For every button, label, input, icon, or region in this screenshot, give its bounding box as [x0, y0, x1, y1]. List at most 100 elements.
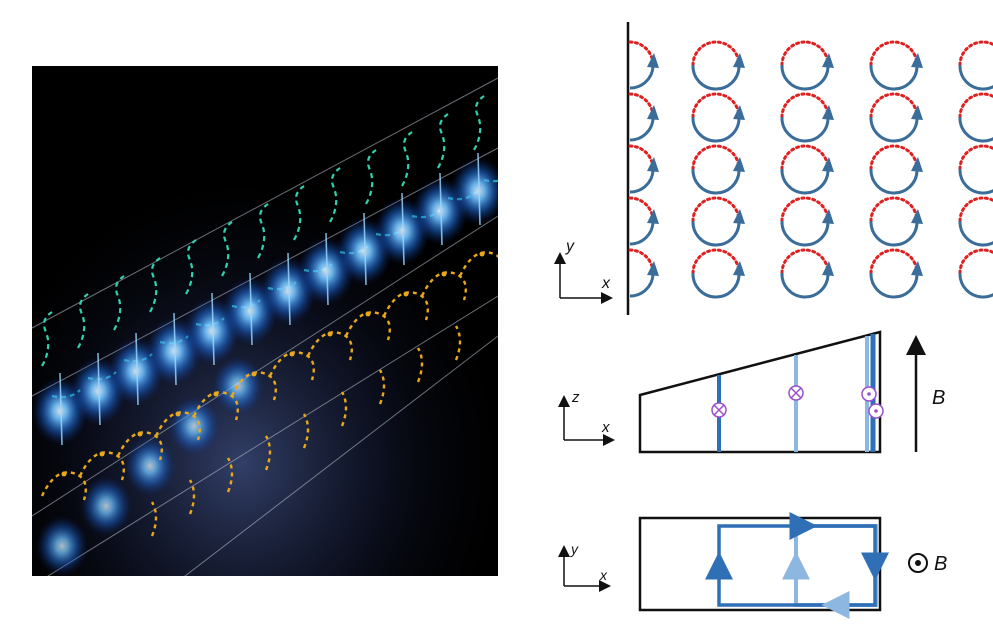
orbit-loop — [869, 92, 923, 143]
spin-core-axis — [59, 372, 63, 446]
teal-spin-arrow — [365, 149, 377, 205]
orbit-loop — [691, 144, 745, 195]
panel-b-field-label: B — [932, 387, 945, 409]
gold-spin-dot — [99, 451, 105, 457]
gold-spin-arrow — [458, 251, 498, 277]
teal-spin-arrow — [437, 113, 449, 169]
spin-core-glow — [36, 516, 88, 576]
spin-core-axis — [363, 212, 367, 286]
orbit-loop — [780, 144, 834, 195]
teal-spin-arrow — [149, 257, 161, 313]
orbit-loop — [958, 92, 993, 143]
gold-spin-arrow — [154, 411, 201, 441]
gold-spin-dot — [61, 471, 67, 477]
teal-spin-arrow — [221, 221, 233, 277]
panel-a-y-label: y — [565, 238, 575, 255]
gold-spin-dot — [175, 411, 181, 417]
edge-half-loop — [628, 196, 659, 246]
orbit-loop-grid — [628, 40, 993, 299]
gold-spin-arrow — [226, 457, 234, 493]
gold-spin-arrow — [150, 501, 158, 537]
edge-half-loop — [628, 144, 659, 194]
panel-b-x-label: x — [601, 419, 610, 436]
teal-spin-arrow — [113, 275, 125, 331]
panel-a-x-label: x — [601, 275, 611, 292]
gold-spin-arrow — [188, 479, 196, 515]
spin-core-glow — [80, 476, 132, 536]
panel-c-y-label: y — [570, 541, 579, 557]
rail-line — [47, 295, 498, 576]
teal-spin-arrow — [77, 293, 89, 349]
spin-core-axis — [439, 172, 443, 246]
spin-core-axis — [135, 332, 139, 406]
gold-spin-arrow — [420, 271, 467, 301]
orbit-loop — [958, 40, 993, 91]
current-loop-dark — [717, 524, 877, 607]
gold-spin-arrow — [382, 291, 429, 321]
orbit-loop — [869, 196, 923, 247]
current-out-of-page-marker-1 — [861, 386, 877, 402]
orbit-loop — [691, 40, 745, 91]
edge-half-loop — [628, 40, 659, 90]
spin-core-axis — [287, 252, 291, 326]
gold-spin-arrow — [454, 325, 462, 361]
orbit-loop — [869, 248, 923, 299]
gold-spin-dot — [137, 431, 143, 437]
gold-spin-arrow — [192, 391, 239, 421]
orbit-loop — [958, 248, 993, 299]
panel-c-x-label: x — [599, 567, 608, 583]
field-out-of-page-symbol — [908, 553, 928, 573]
spin-core-axis — [249, 272, 253, 346]
panel-c-axes: y x — [558, 541, 611, 592]
gold-spin-arrow — [264, 435, 272, 471]
orbit-loop — [780, 40, 834, 91]
orbit-loop — [780, 92, 834, 143]
gold-spin-dot — [365, 311, 371, 317]
gold-spin-arrow — [344, 311, 391, 341]
orbit-loop — [869, 40, 923, 91]
wedge-outline — [638, 330, 882, 454]
current-into-page-marker-1 — [711, 402, 727, 418]
gold-spin-dot — [327, 331, 333, 337]
gold-spin-dot — [479, 251, 485, 257]
orbit-loop — [780, 248, 834, 299]
gold-spin-dot — [289, 351, 295, 357]
rail-line — [32, 215, 498, 517]
panel-c-top-view: B y x — [558, 512, 947, 619]
panel-a-axes: y x — [554, 238, 613, 304]
gold-spin-arrow — [340, 391, 348, 427]
panel-b-z-label: z — [571, 389, 580, 406]
spin-core-axis — [211, 292, 215, 366]
orbit-loop — [958, 144, 993, 195]
current-loop-light — [794, 524, 878, 607]
gold-spin-arrow — [78, 451, 125, 481]
current-out-of-page-marker-2 — [868, 403, 884, 419]
gold-spin-arrow — [302, 413, 310, 449]
gold-spin-dot — [213, 391, 219, 397]
teal-spin-arrow — [257, 203, 269, 259]
gold-spin-arrow — [268, 351, 315, 381]
panel-b-axes: z x — [558, 389, 615, 446]
gold-spin-dot — [403, 291, 409, 297]
orbit-loop — [958, 196, 993, 247]
panel-b-wedge-side-view: B z x — [558, 330, 945, 454]
teal-spin-arrow — [473, 95, 485, 151]
glowing-spin-cores — [32, 152, 498, 576]
spin-core-glow — [124, 436, 176, 496]
gold-spin-arrow — [40, 471, 87, 501]
spin-core-axis — [97, 352, 101, 426]
teal-spin-arrow — [41, 311, 53, 367]
orbit-loop — [691, 92, 745, 143]
orbit-loop — [691, 196, 745, 247]
sample-outline-top — [638, 516, 882, 612]
teal-spin-arrow — [329, 167, 341, 223]
orbit-loop — [691, 248, 745, 299]
spin-core-axis — [325, 232, 329, 306]
gold-spin-arrow — [306, 331, 353, 361]
panel-c-field-label: B — [934, 553, 947, 575]
spin-core-axis — [173, 312, 177, 386]
gold-spin-arrow — [116, 431, 163, 461]
edge-half-loop — [628, 248, 659, 298]
rail-line — [32, 77, 498, 329]
spin-core-axis — [477, 152, 481, 226]
